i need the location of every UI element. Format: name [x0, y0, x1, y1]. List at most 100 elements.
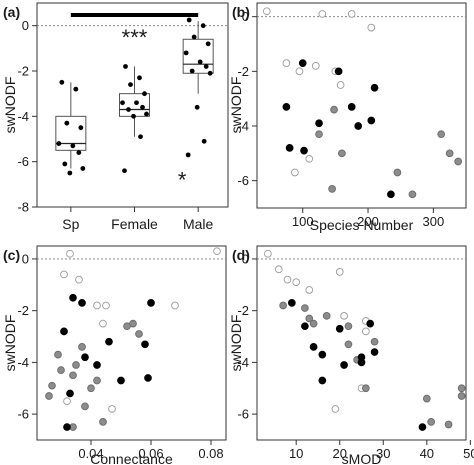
data-point — [138, 134, 143, 140]
data-point-black — [66, 389, 74, 398]
data-point-black — [69, 293, 77, 302]
data-point — [144, 111, 149, 117]
data-point-grey — [87, 384, 95, 393]
data-point-open — [264, 249, 272, 258]
data-point-grey — [338, 149, 346, 158]
data-point — [203, 64, 209, 69]
data-point-grey — [445, 149, 454, 158]
data-point-grey — [457, 392, 466, 400]
data-point — [191, 34, 197, 40]
y-tick-label: 0 — [22, 18, 29, 33]
data-point-black — [318, 350, 327, 359]
data-point-black — [117, 376, 125, 385]
x-category-label: Male — [183, 216, 214, 232]
data-point-grey — [408, 190, 417, 199]
y-tick-label: -8 — [17, 200, 29, 215]
data-point-black — [141, 340, 149, 349]
data-point-black — [63, 423, 71, 431]
y-tick-label: -2 — [17, 64, 29, 79]
y-tick-label: -4 — [17, 355, 29, 370]
data-point-open — [295, 67, 304, 76]
data-point — [134, 100, 139, 106]
data-point — [207, 70, 213, 76]
data-point-grey — [444, 420, 453, 429]
x-category-label: Sp — [62, 216, 79, 232]
data-point — [80, 166, 86, 171]
panel-b-scatter: (b) swNODF 0 -2 -4 -6 100 200 300 Species Number — [228, 2, 467, 233]
data-point-open — [282, 59, 291, 67]
y-tick-label: -6 — [17, 407, 29, 422]
data-point-grey — [305, 314, 314, 323]
y-tick-label: -6 — [237, 407, 249, 422]
data-point-open — [331, 405, 340, 413]
data-point — [56, 141, 62, 146]
data-point-open — [171, 301, 179, 310]
x-tick-label: 50 — [463, 446, 474, 461]
y-tick-label: 0 — [22, 251, 29, 266]
data-point-grey — [309, 319, 318, 328]
data-point-open — [262, 7, 271, 16]
data-point-open — [75, 275, 83, 284]
data-point — [59, 79, 65, 85]
data-point-black — [370, 348, 379, 356]
data-point-open — [99, 319, 107, 328]
data-point-grey — [422, 394, 431, 403]
data-point-open — [311, 62, 320, 70]
x-tick-label: 30 — [376, 446, 390, 461]
data-point-black — [347, 103, 356, 111]
y-tick-label: 0 — [242, 251, 249, 266]
y-axis-label: swNODF — [2, 77, 18, 134]
data-point — [131, 113, 136, 119]
y-tick-label: -4 — [17, 109, 29, 124]
data-point-open — [347, 10, 356, 18]
data-point-black — [354, 122, 363, 130]
data-point-open — [274, 265, 283, 274]
data-point-grey — [457, 384, 466, 393]
data-point-grey — [48, 381, 56, 390]
data-point-black — [300, 146, 308, 155]
data-point-open — [108, 405, 116, 413]
significance-label-male: * — [178, 167, 187, 192]
data-point — [126, 107, 131, 112]
data-point-open — [291, 168, 299, 177]
data-point-open — [63, 397, 71, 406]
x-tick-label: 100 — [292, 214, 314, 229]
data-point-black — [81, 353, 89, 362]
data-point-black — [147, 299, 155, 307]
data-point — [76, 150, 82, 156]
data-point-black — [340, 361, 348, 369]
panel-letter: (c) — [3, 247, 20, 263]
plot-frame — [36, 245, 227, 441]
panel-c-scatter: (c) swNODF 0 -2 -4 -6 0.04 0.06 0.08 Connectance — [2, 245, 227, 465]
significance-label: *** — [122, 25, 148, 50]
data-point — [197, 59, 203, 65]
y-tick-label: -4 — [237, 355, 249, 370]
data-point-grey — [135, 330, 143, 338]
data-point-grey — [437, 130, 446, 139]
x-tick-label: 20 — [332, 446, 346, 461]
data-point-black — [298, 59, 307, 67]
data-point — [78, 125, 84, 131]
y-axis-label: swNODF — [228, 315, 244, 372]
data-point-black — [309, 343, 318, 351]
data-point-black — [315, 119, 323, 128]
data-point-black — [318, 376, 327, 385]
y-tick-label: -2 — [237, 303, 249, 318]
data-point — [194, 104, 200, 110]
data-point-black — [418, 423, 427, 431]
data-point-open — [305, 154, 314, 163]
data-point — [201, 138, 207, 144]
data-point-black — [357, 358, 366, 367]
panel-letter: (a) — [3, 4, 20, 20]
data-point-grey — [315, 130, 323, 139]
x-tick-label: 0.08 — [198, 446, 223, 461]
data-point-black — [301, 322, 309, 331]
data-point-open — [66, 249, 74, 258]
data-point-grey — [301, 304, 309, 312]
data-point — [128, 82, 133, 87]
data-point-grey — [328, 185, 336, 193]
x-axis-label: Species Number — [310, 217, 414, 233]
data-point-grey — [322, 311, 331, 320]
data-point — [62, 161, 68, 167]
